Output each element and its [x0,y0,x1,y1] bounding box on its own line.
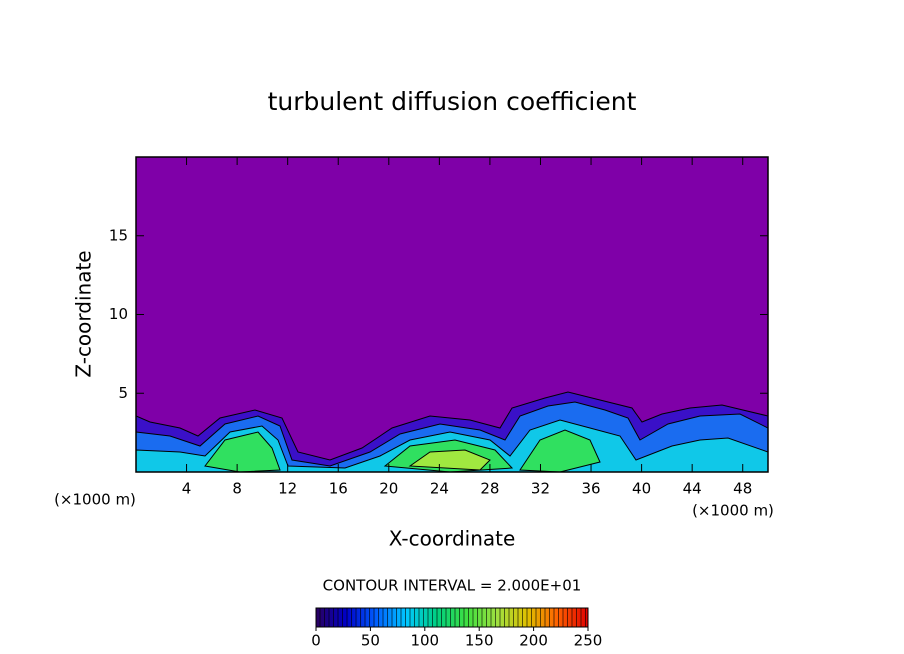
x-tick-label: 28 [480,480,499,498]
x-tick-label: 36 [581,480,600,498]
y-tick-label: 10 [109,305,128,323]
x-unit-label: (×1000 m) [54,491,136,509]
colorbar-lines [319,608,586,627]
chart-title: turbulent diffusion coefficient [268,87,637,116]
colorbar-tick-label: 200 [519,632,548,650]
colorbar-tick-label: 100 [410,632,439,650]
x-tick-label: 12 [278,480,297,498]
colorbar [315,607,589,628]
x-tick-label: 44 [683,480,702,498]
x-axis-label: X-coordinate [389,527,516,551]
colorbar-tick-label: 0 [311,632,321,650]
x-tick-label: 24 [430,480,449,498]
contour-region [408,449,491,471]
x-tick-label: 16 [329,480,348,498]
colorbar-tick-label: 250 [574,632,603,650]
contour-interval: CONTOUR INTERVAL = 2.000E+01 [323,577,582,595]
colorbar-tick-label: 150 [465,632,494,650]
y-unit-label: (×1000 m) [692,502,774,520]
y-tick-label: 15 [109,226,128,244]
y-axis-label: Z-coordinate [72,250,96,377]
y-tick-label: 5 [118,384,128,402]
x-tick-label: 20 [379,480,398,498]
contour-field [136,391,768,472]
x-tick-label: 32 [531,480,550,498]
contour-region [204,431,281,472]
x-tick-label: 4 [182,480,192,498]
x-tick-label: 8 [232,480,242,498]
x-tick-label: 40 [632,480,651,498]
colorbar-tick-label: 50 [361,632,380,650]
contour-region [519,429,601,472]
x-tick-label: 48 [733,480,752,498]
